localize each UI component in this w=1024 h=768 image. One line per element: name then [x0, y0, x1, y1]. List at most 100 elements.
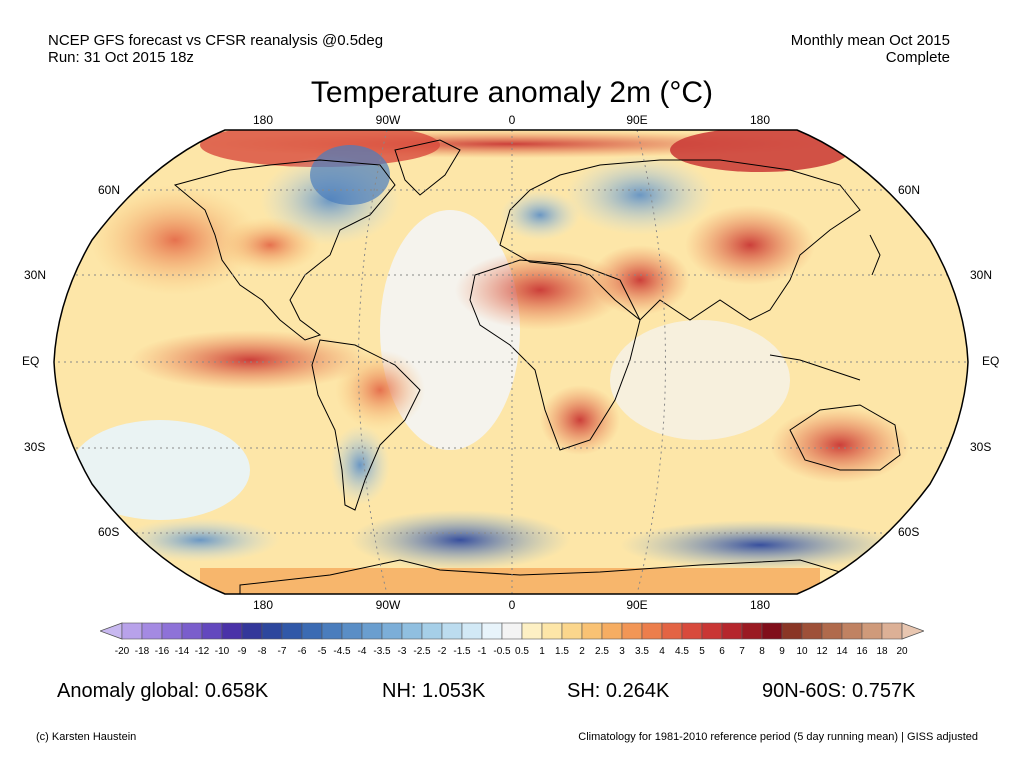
anomaly-south-indian-cold	[620, 520, 900, 570]
colorbar-segment	[401, 622, 423, 640]
anomaly-brazil-warm	[335, 350, 425, 430]
graticule-90e	[636, 130, 666, 594]
anomaly-europe-cool	[500, 190, 580, 240]
colorbar-segment	[841, 622, 863, 640]
lat-label-right-60n: 60N	[898, 183, 921, 197]
colorbar-tick-label: 2.5	[595, 646, 609, 657]
lat-label-left-30s: 30S	[24, 440, 46, 454]
anomaly-arabia-hot	[590, 245, 690, 315]
colorbar-tick-label: 8	[759, 646, 765, 657]
colorbar-tick-label: 18	[876, 646, 888, 657]
colorbar-tick-label: 14	[836, 646, 848, 657]
lon-label-bottom-90e: 90E	[626, 598, 648, 612]
colorbar-tick-label: -2.5	[413, 646, 431, 657]
coastline-japan	[869, 234, 881, 276]
colorbar-tick-label: -0.5	[493, 646, 511, 657]
colorbar-segment	[121, 622, 143, 640]
colorbar-tick-label: 1.5	[555, 646, 569, 657]
colorbar-segment	[241, 622, 263, 640]
colorbar-tick-label: -20	[114, 646, 130, 657]
colorbar-segment	[641, 622, 663, 640]
colorbar-tick-label: 0.5	[515, 646, 529, 657]
colorbar-tick-label: 10	[796, 646, 808, 657]
lat-label-right-30n: 30N	[970, 268, 993, 282]
anomaly-neutral-south-pacific	[70, 420, 250, 520]
anomaly-baffin-cool	[310, 145, 390, 205]
colorbar-labels: -20 -18 -16 -14 -12 -10 -9 -8 -7 -6 -5 -4.5 -4 -3.5 -3…	[100, 646, 924, 660]
colorbar-segment	[761, 622, 783, 640]
lat-label-left-eq: EQ	[22, 354, 40, 368]
header-status: Complete	[885, 49, 950, 66]
coastline-europe-asia	[499, 159, 861, 321]
colorbar-segment	[581, 622, 603, 640]
coastline-australia	[789, 404, 901, 471]
anomaly-el-nino	[130, 330, 370, 390]
colorbar-segment	[701, 622, 723, 640]
anomaly-south-atlantic-cold	[350, 510, 570, 570]
colorbar-tick-label: -1.5	[453, 646, 471, 657]
anomaly-south-africa-warm	[540, 385, 620, 455]
colorbar-segment	[261, 622, 283, 640]
anomaly-south-pacific-cool	[120, 518, 280, 562]
colorbar-tick-label: 3	[619, 646, 625, 657]
colorbar-segment	[181, 622, 203, 640]
colorbar-segment	[561, 622, 583, 640]
colorbar-segment	[341, 622, 363, 640]
colorbar-segment	[721, 622, 743, 640]
anomaly-antarctic-rim	[200, 568, 820, 594]
colorbar-segment	[461, 622, 483, 640]
coastline-africa	[469, 259, 641, 451]
colorbar-segment	[441, 622, 463, 640]
colorbar-segment	[501, 622, 523, 640]
footer-credit: (c) Karsten Haustein	[36, 731, 137, 743]
colorbar-segment	[361, 622, 383, 640]
lat-label-left-30n: 30N	[24, 268, 47, 282]
lon-label-bottom-0: 0	[508, 598, 516, 612]
colorbar-tick-label: -4	[357, 646, 367, 657]
map-title: Temperature anomaly 2m (°C)	[310, 76, 714, 109]
colorbar-tick-label: -10	[214, 646, 230, 657]
colorbar-segment	[661, 622, 683, 640]
coastlines	[173, 139, 901, 594]
colorbar-tick-label: 1	[539, 646, 545, 657]
colorbar-tick-label: 2	[579, 646, 585, 657]
coastline-north-america	[173, 159, 396, 341]
header-run-date: Run: 31 Oct 2015 18z	[48, 49, 194, 66]
anomaly-australia-hot	[770, 407, 910, 483]
colorbar-tick-label: 4.5	[675, 646, 689, 657]
colorbar-tick-label: 16	[856, 646, 868, 657]
colorbar-max-arrow	[901, 622, 924, 640]
colorbar-tick-label: 5	[699, 646, 705, 657]
coastline-antarctica	[239, 559, 851, 594]
colorbar	[100, 622, 924, 640]
coastline-indonesia	[769, 354, 861, 381]
colorbar-tick-label: -18	[134, 646, 150, 657]
lat-label-right-eq: EQ	[982, 354, 1000, 368]
colorbar-tick-label: -7	[277, 646, 287, 657]
anomaly-arctic-warm-east	[670, 130, 850, 172]
anomaly-ne-pacific	[90, 185, 260, 295]
stat-arctic-anomaly: 90N-60S: 0.757K	[762, 680, 916, 702]
stat-global-anomaly: Anomaly global: 0.658K	[57, 680, 269, 702]
colorbar-segment	[381, 622, 403, 640]
coastline-south-america	[311, 339, 421, 511]
lat-label-right-60s: 60S	[898, 525, 920, 539]
globe-outline	[53, 129, 969, 595]
stat-nh-anomaly: NH: 1.053K	[382, 680, 486, 702]
lon-label-top-180e: 180	[749, 113, 771, 127]
colorbar-segment	[421, 622, 443, 640]
anomaly-argentina-cool	[330, 425, 390, 505]
colorbar-tick-label: -9	[237, 646, 247, 657]
lon-label-bottom-180e: 180	[749, 598, 771, 612]
anomaly-china-warm	[685, 205, 815, 285]
colorbar-tick-label: 3.5	[635, 646, 649, 657]
colorbar-tick-label: -6	[297, 646, 307, 657]
colorbar-tick-label: 4	[659, 646, 665, 657]
colorbar-segment	[281, 622, 303, 640]
colorbar-segment	[201, 622, 223, 640]
header-run-info: NCEP GFS forecast vs CFSR reanalysis @0.…	[48, 32, 384, 49]
footer-note: Climatology for 1981-2010 reference peri…	[578, 731, 978, 743]
anomaly-field	[54, 130, 968, 594]
colorbar-tick-label: 12	[816, 646, 828, 657]
colorbar-segment	[861, 622, 883, 640]
